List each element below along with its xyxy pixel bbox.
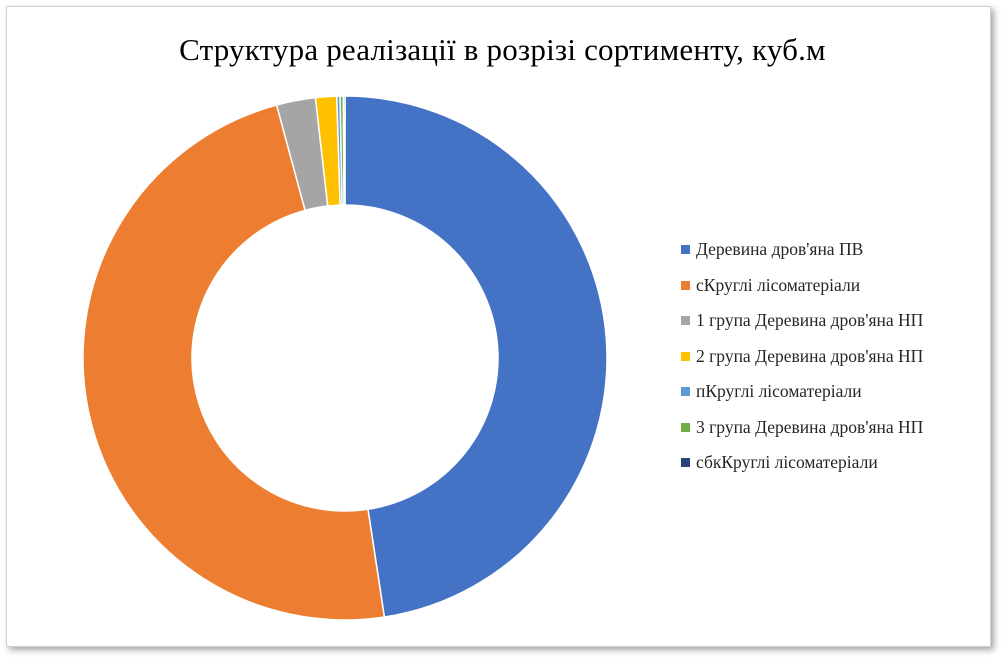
legend-item-6: 3 група Деревина дров'яна НП <box>681 416 923 452</box>
legend-swatch <box>681 316 690 325</box>
donut-slice-2 <box>82 104 386 621</box>
legend-item-2: сКруглі лісоматеріали <box>681 274 923 310</box>
legend-swatch <box>681 458 690 467</box>
legend-item-7: сбкКруглі лісоматеріали <box>681 451 923 487</box>
legend-label: сКруглі лісоматеріали <box>696 274 861 295</box>
legend-label: 3 група Деревина дров'яна НП <box>696 416 924 437</box>
legend-item-5: пКруглі лісоматеріали <box>681 380 923 416</box>
legend-item-4: 2 група Деревина дров'яна НП <box>681 345 923 381</box>
legend-label: 1 група Деревина дров'яна НП <box>696 310 924 330</box>
chart-title: Структура реалізації в розрізі сортимент… <box>179 32 826 67</box>
legend-label: сбкКруглі лісоматеріали <box>696 452 878 472</box>
chart-legend: Деревина дров'яна ПВ сКруглі лісоматеріал… <box>681 238 923 487</box>
legend-swatch <box>681 280 690 290</box>
legend-item-3: 1 група Деревина дров'яна НП <box>681 309 923 345</box>
legend-label: Деревина дров'яна ПВ <box>696 239 864 259</box>
legend-swatch <box>681 351 690 361</box>
legend-swatch <box>681 387 690 396</box>
legend-item-1: Деревина дров'яна ПВ <box>681 238 923 274</box>
legend-label: 2 група Деревина дров'яна НП <box>696 345 924 366</box>
donut-slice-1 <box>344 95 608 618</box>
donut-slice-7 <box>342 95 346 206</box>
donut-slices <box>82 95 608 621</box>
legend-swatch <box>681 422 690 432</box>
legend-label: пКруглі лісоматеріали <box>696 381 862 401</box>
legend-swatch <box>681 245 690 254</box>
